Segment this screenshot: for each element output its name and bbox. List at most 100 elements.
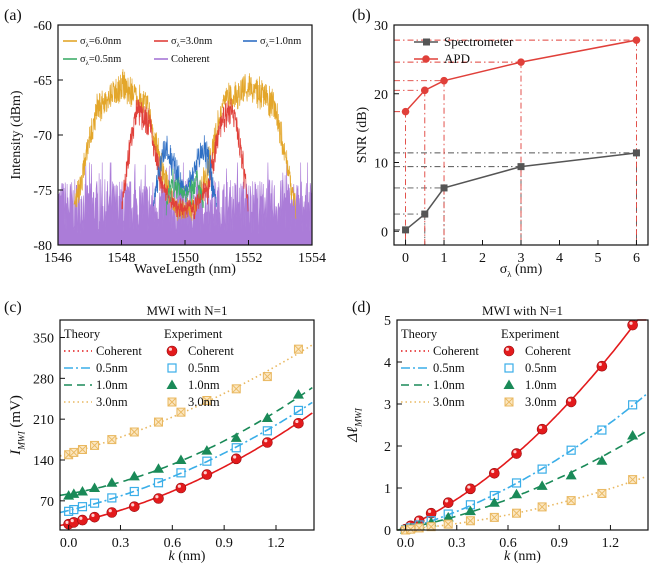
point-Coherent-highlight — [415, 517, 420, 521]
legend-label-a: Coherent — [171, 54, 210, 65]
point-Coherent-highlight — [131, 503, 135, 507]
point-Spectrometer — [517, 163, 525, 171]
legend-exp-label-d: 3.0nm — [525, 395, 557, 409]
theory-curve-1.0nm — [59, 386, 313, 497]
legend-exp-label-c: 1.0nm — [188, 378, 220, 392]
legend-exp-marker-d-cross — [504, 397, 514, 407]
point-Coherent-highlight — [427, 509, 432, 513]
point-Coherent-highlight — [91, 513, 95, 517]
point-3.0nm-cross — [154, 417, 163, 427]
point-Coherent — [489, 467, 500, 479]
legend-exp-marker-d-highlight — [505, 347, 509, 351]
y-tick-label-a: -70 — [33, 129, 52, 144]
y-axis-label-b: SNR (dB) — [355, 106, 370, 163]
point-3.0nm-cross — [129, 427, 139, 437]
point-1.0nm — [261, 412, 273, 422]
point-Coherent — [201, 469, 213, 480]
point-Coherent-highlight — [65, 520, 69, 524]
point-1.0nm — [128, 470, 140, 481]
legend-exp-label-c: 3.0nm — [188, 395, 220, 409]
panel-label-b: (b) — [352, 7, 371, 24]
point-1.0nm — [464, 505, 476, 516]
point-Coherent-highlight — [567, 398, 572, 402]
point-1.0nm — [536, 480, 548, 490]
series-05nm-spectrum — [165, 168, 205, 216]
point-Coherent — [77, 514, 88, 526]
x-tick-label-c: 0.9 — [215, 536, 233, 551]
point-Coherent-highlight — [513, 450, 517, 454]
point-1.0nm — [488, 497, 500, 507]
point-Coherent-highlight — [155, 495, 159, 499]
point-0.5nm — [628, 400, 638, 410]
legend-exp-marker-d — [503, 379, 515, 389]
point-1.0nm — [627, 430, 639, 440]
x-tick-label-b: 4 — [556, 251, 563, 266]
point-Coherent-highlight — [295, 419, 299, 424]
x-tick-label-d: 0.9 — [550, 536, 568, 551]
point-Coherent — [565, 396, 577, 408]
point-Coherent — [293, 417, 304, 429]
point-Coherent — [442, 497, 454, 509]
point-1.0nm — [76, 486, 88, 496]
point-APD — [632, 36, 641, 44]
point-0.5nm — [597, 425, 607, 435]
legend-theory-title-d: Theory — [401, 327, 438, 341]
point-APD — [440, 76, 448, 85]
point-Spectrometer — [632, 149, 640, 157]
point-1.0nm — [152, 463, 164, 473]
legend-theory-label-d: 1.0nm — [433, 378, 465, 392]
y-tick-label-d: 4 — [384, 356, 391, 371]
x-tick-label-a: 1550 — [171, 251, 199, 266]
x-axis-label-b: σλ (nm) — [500, 262, 543, 279]
point-0.5nm — [89, 498, 100, 508]
x-tick-label-c: 0.0 — [60, 536, 78, 551]
point-3.0nm-cross — [294, 344, 303, 354]
point-1.0nm — [292, 389, 304, 399]
point-Coherent-highlight — [445, 499, 449, 503]
point-Coherent-highlight — [203, 471, 207, 475]
y-tick-label-d: 1 — [384, 482, 391, 497]
y-tick-label-c: 70 — [40, 495, 54, 510]
point-3.0nm-cross — [466, 516, 475, 526]
point-APD — [517, 58, 525, 66]
x-tick-label-b: 5 — [594, 251, 601, 266]
point-3.0nm-cross — [512, 508, 521, 518]
point-3.0nm-cross — [107, 435, 117, 444]
point-3.0nm-cross — [90, 441, 99, 450]
point-0.5nm — [69, 504, 79, 515]
point-0.5nm — [566, 445, 576, 455]
y-tick-label-d: 5 — [384, 314, 391, 329]
point-3.0nm-cross — [537, 502, 547, 512]
point-0.5nm — [511, 478, 522, 488]
panel-c-intensity: 0.0 0.3 0.6 0.9 1.2 70 140 210 280 350 (c) MWI with… — [4, 299, 315, 564]
legend-label-b: APD — [444, 51, 470, 66]
legend-exp-title-d: Experiment — [501, 327, 560, 341]
point-Coherent — [106, 507, 118, 518]
point-0.5nm — [64, 506, 74, 516]
legend-label-b: Spectrometer — [444, 34, 514, 49]
point-APD — [401, 107, 410, 116]
legend-exp-label-d: Coherent — [525, 344, 571, 358]
legend-exp-marker-c-cross — [167, 397, 177, 407]
point-Coherent — [262, 437, 273, 448]
x-tick-label-b: 3 — [518, 251, 525, 266]
point-Coherent — [175, 482, 187, 494]
legend-theory-label-d: Coherent — [433, 344, 479, 358]
x-tick-label-d: 0.6 — [499, 536, 517, 551]
y-tick-label-c: 140 — [33, 454, 54, 469]
legend-label-a: σλ=6.0nm — [80, 36, 121, 49]
y-tick-label-d: 3 — [384, 398, 391, 413]
legend-exp-label-c: 0.5nm — [188, 361, 220, 375]
legend-marker-b — [423, 38, 430, 46]
y-axis-label-a: Intensity (dBm) — [9, 90, 24, 179]
point-Coherent — [465, 483, 476, 495]
legend-exp-label-c: Coherent — [188, 344, 234, 358]
x-axis-label-d: k (nm) — [504, 549, 541, 564]
point-1.0nm — [596, 455, 608, 465]
x-tick-label-a: 1548 — [108, 251, 136, 266]
point-3.0nm-cross — [78, 445, 87, 454]
series-10nm-spectrum — [153, 135, 217, 208]
theory-curve-1.0nm — [396, 430, 647, 531]
point-0.5nm — [129, 486, 139, 497]
